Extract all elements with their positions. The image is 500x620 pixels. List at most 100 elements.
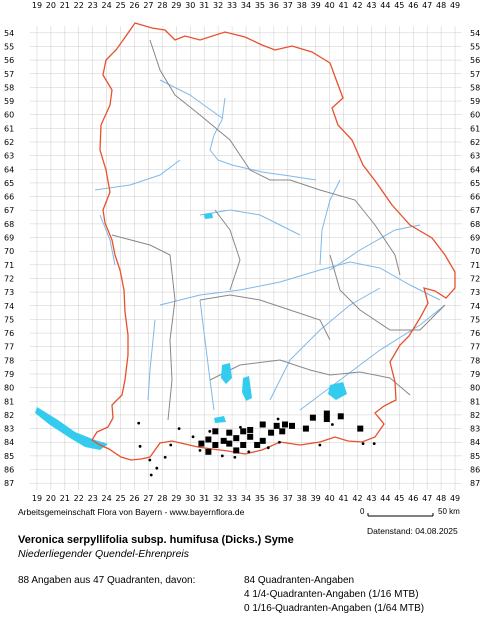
record-square bbox=[259, 437, 266, 444]
record-square bbox=[268, 429, 275, 436]
x-tick-label-top: 37 bbox=[283, 1, 293, 10]
x-tick-label-bottom: 25 bbox=[115, 494, 125, 503]
river-isar bbox=[269, 287, 381, 401]
y-tick-label-right: 76 bbox=[470, 329, 480, 338]
river-altmuehl bbox=[199, 209, 301, 236]
x-tick-label-top: 24 bbox=[102, 1, 112, 10]
x-tick-label-top: 47 bbox=[422, 1, 432, 10]
y-tick-label-left: 67 bbox=[4, 206, 14, 215]
x-tick-label-bottom: 33 bbox=[227, 494, 237, 503]
x-tick-label-top: 21 bbox=[60, 1, 70, 10]
record-square bbox=[279, 428, 286, 435]
record-dot bbox=[148, 458, 152, 462]
river-danube bbox=[159, 261, 441, 306]
x-tick-label-bottom: 21 bbox=[60, 494, 70, 503]
record-square bbox=[205, 448, 212, 455]
record-dot bbox=[208, 429, 212, 433]
y-tick-label-left: 85 bbox=[4, 452, 14, 461]
x-tick-label-top: 45 bbox=[394, 1, 404, 10]
y-tick-label-left: 62 bbox=[4, 138, 14, 147]
lake-small-2 bbox=[214, 416, 226, 423]
y-tick-label-left: 71 bbox=[4, 261, 14, 270]
x-tick-label-top: 34 bbox=[241, 1, 251, 10]
record-square bbox=[233, 447, 240, 454]
record-dot bbox=[318, 443, 322, 447]
record-square bbox=[247, 433, 254, 440]
x-tick-label-bottom: 30 bbox=[185, 494, 195, 503]
y-tick-label-right: 73 bbox=[470, 288, 480, 297]
y-tick-label-right: 69 bbox=[470, 234, 480, 243]
record-square bbox=[220, 437, 227, 444]
record-square bbox=[288, 422, 295, 429]
record-square bbox=[233, 435, 240, 442]
y-tick-label-left: 59 bbox=[4, 97, 14, 106]
y-tick-label-right: 87 bbox=[470, 479, 480, 488]
district-swabia bbox=[111, 234, 176, 421]
y-tick-label-right: 61 bbox=[470, 124, 480, 133]
y-tick-label-left: 66 bbox=[4, 193, 14, 202]
y-tick-label-right: 84 bbox=[470, 438, 480, 447]
y-tick-label-right: 56 bbox=[470, 56, 480, 65]
x-tick-label-bottom: 34 bbox=[241, 494, 251, 503]
y-tick-label-left: 87 bbox=[4, 479, 14, 488]
y-tick-label-right: 82 bbox=[470, 411, 480, 420]
record-square bbox=[212, 441, 219, 448]
record-square bbox=[212, 428, 219, 435]
y-tick-label-right: 72 bbox=[470, 274, 480, 283]
x-tick-label-bottom: 19 bbox=[32, 494, 42, 503]
occurrence-records bbox=[137, 410, 376, 477]
x-tick-label-bottom: 47 bbox=[422, 494, 432, 503]
river-naab bbox=[319, 179, 341, 266]
y-tick-label-right: 54 bbox=[470, 29, 480, 38]
x-tick-label-top: 38 bbox=[297, 1, 307, 10]
x-tick-label-top: 35 bbox=[255, 1, 265, 10]
x-tick-label-top: 30 bbox=[185, 1, 195, 10]
x-tick-label-bottom: 26 bbox=[129, 494, 139, 503]
y-tick-label-left: 82 bbox=[4, 411, 14, 420]
lake-small-1 bbox=[204, 213, 213, 219]
record-square bbox=[309, 414, 316, 421]
y-tick-label-left: 55 bbox=[4, 42, 14, 51]
y-tick-label-left: 56 bbox=[4, 56, 14, 65]
district-borders bbox=[111, 39, 446, 421]
rivers bbox=[94, 79, 446, 411]
y-tick-label-right: 58 bbox=[470, 83, 480, 92]
record-dot bbox=[149, 473, 153, 477]
grid-axes: 1919202021212222232324242525262627272828… bbox=[4, 1, 480, 503]
x-tick-label-top: 48 bbox=[436, 1, 446, 10]
scale-end-label: 50 km bbox=[438, 507, 460, 516]
record-square bbox=[198, 440, 205, 447]
x-tick-label-bottom: 35 bbox=[255, 494, 265, 503]
y-tick-label-left: 63 bbox=[4, 152, 14, 161]
y-tick-label-right: 86 bbox=[470, 466, 480, 475]
x-tick-label-bottom: 24 bbox=[102, 494, 112, 503]
stats-quadrant: 84 Quadranten-Angaben bbox=[244, 575, 355, 586]
bavaria-border bbox=[91, 22, 456, 461]
y-tick-label-right: 74 bbox=[470, 302, 480, 311]
district-mid bbox=[214, 209, 241, 291]
y-tick-label-right: 81 bbox=[470, 397, 480, 406]
y-tick-label-right: 59 bbox=[470, 97, 480, 106]
y-tick-label-right: 60 bbox=[470, 111, 480, 120]
y-tick-label-right: 83 bbox=[470, 425, 480, 434]
lake-starnberg bbox=[242, 376, 252, 401]
x-tick-label-top: 49 bbox=[450, 1, 460, 10]
river-regen bbox=[329, 224, 421, 271]
record-dot bbox=[220, 454, 224, 458]
record-square bbox=[323, 410, 330, 417]
x-tick-label-bottom: 22 bbox=[74, 494, 84, 503]
y-tick-label-right: 55 bbox=[470, 42, 480, 51]
credit-text: Arbeitsgemeinschaft Flora von Bayern - w… bbox=[18, 507, 245, 517]
x-tick-label-bottom: 20 bbox=[46, 494, 56, 503]
record-square bbox=[302, 425, 309, 432]
record-square bbox=[240, 441, 247, 448]
x-tick-label-top: 28 bbox=[157, 1, 167, 10]
x-tick-label-top: 25 bbox=[115, 1, 125, 10]
record-dot bbox=[276, 417, 280, 421]
district-oberpfalz bbox=[289, 179, 401, 276]
x-tick-label-top: 36 bbox=[269, 1, 279, 10]
y-tick-label-right: 80 bbox=[470, 384, 480, 393]
record-dot bbox=[361, 442, 365, 445]
y-tick-label-left: 68 bbox=[4, 220, 14, 229]
